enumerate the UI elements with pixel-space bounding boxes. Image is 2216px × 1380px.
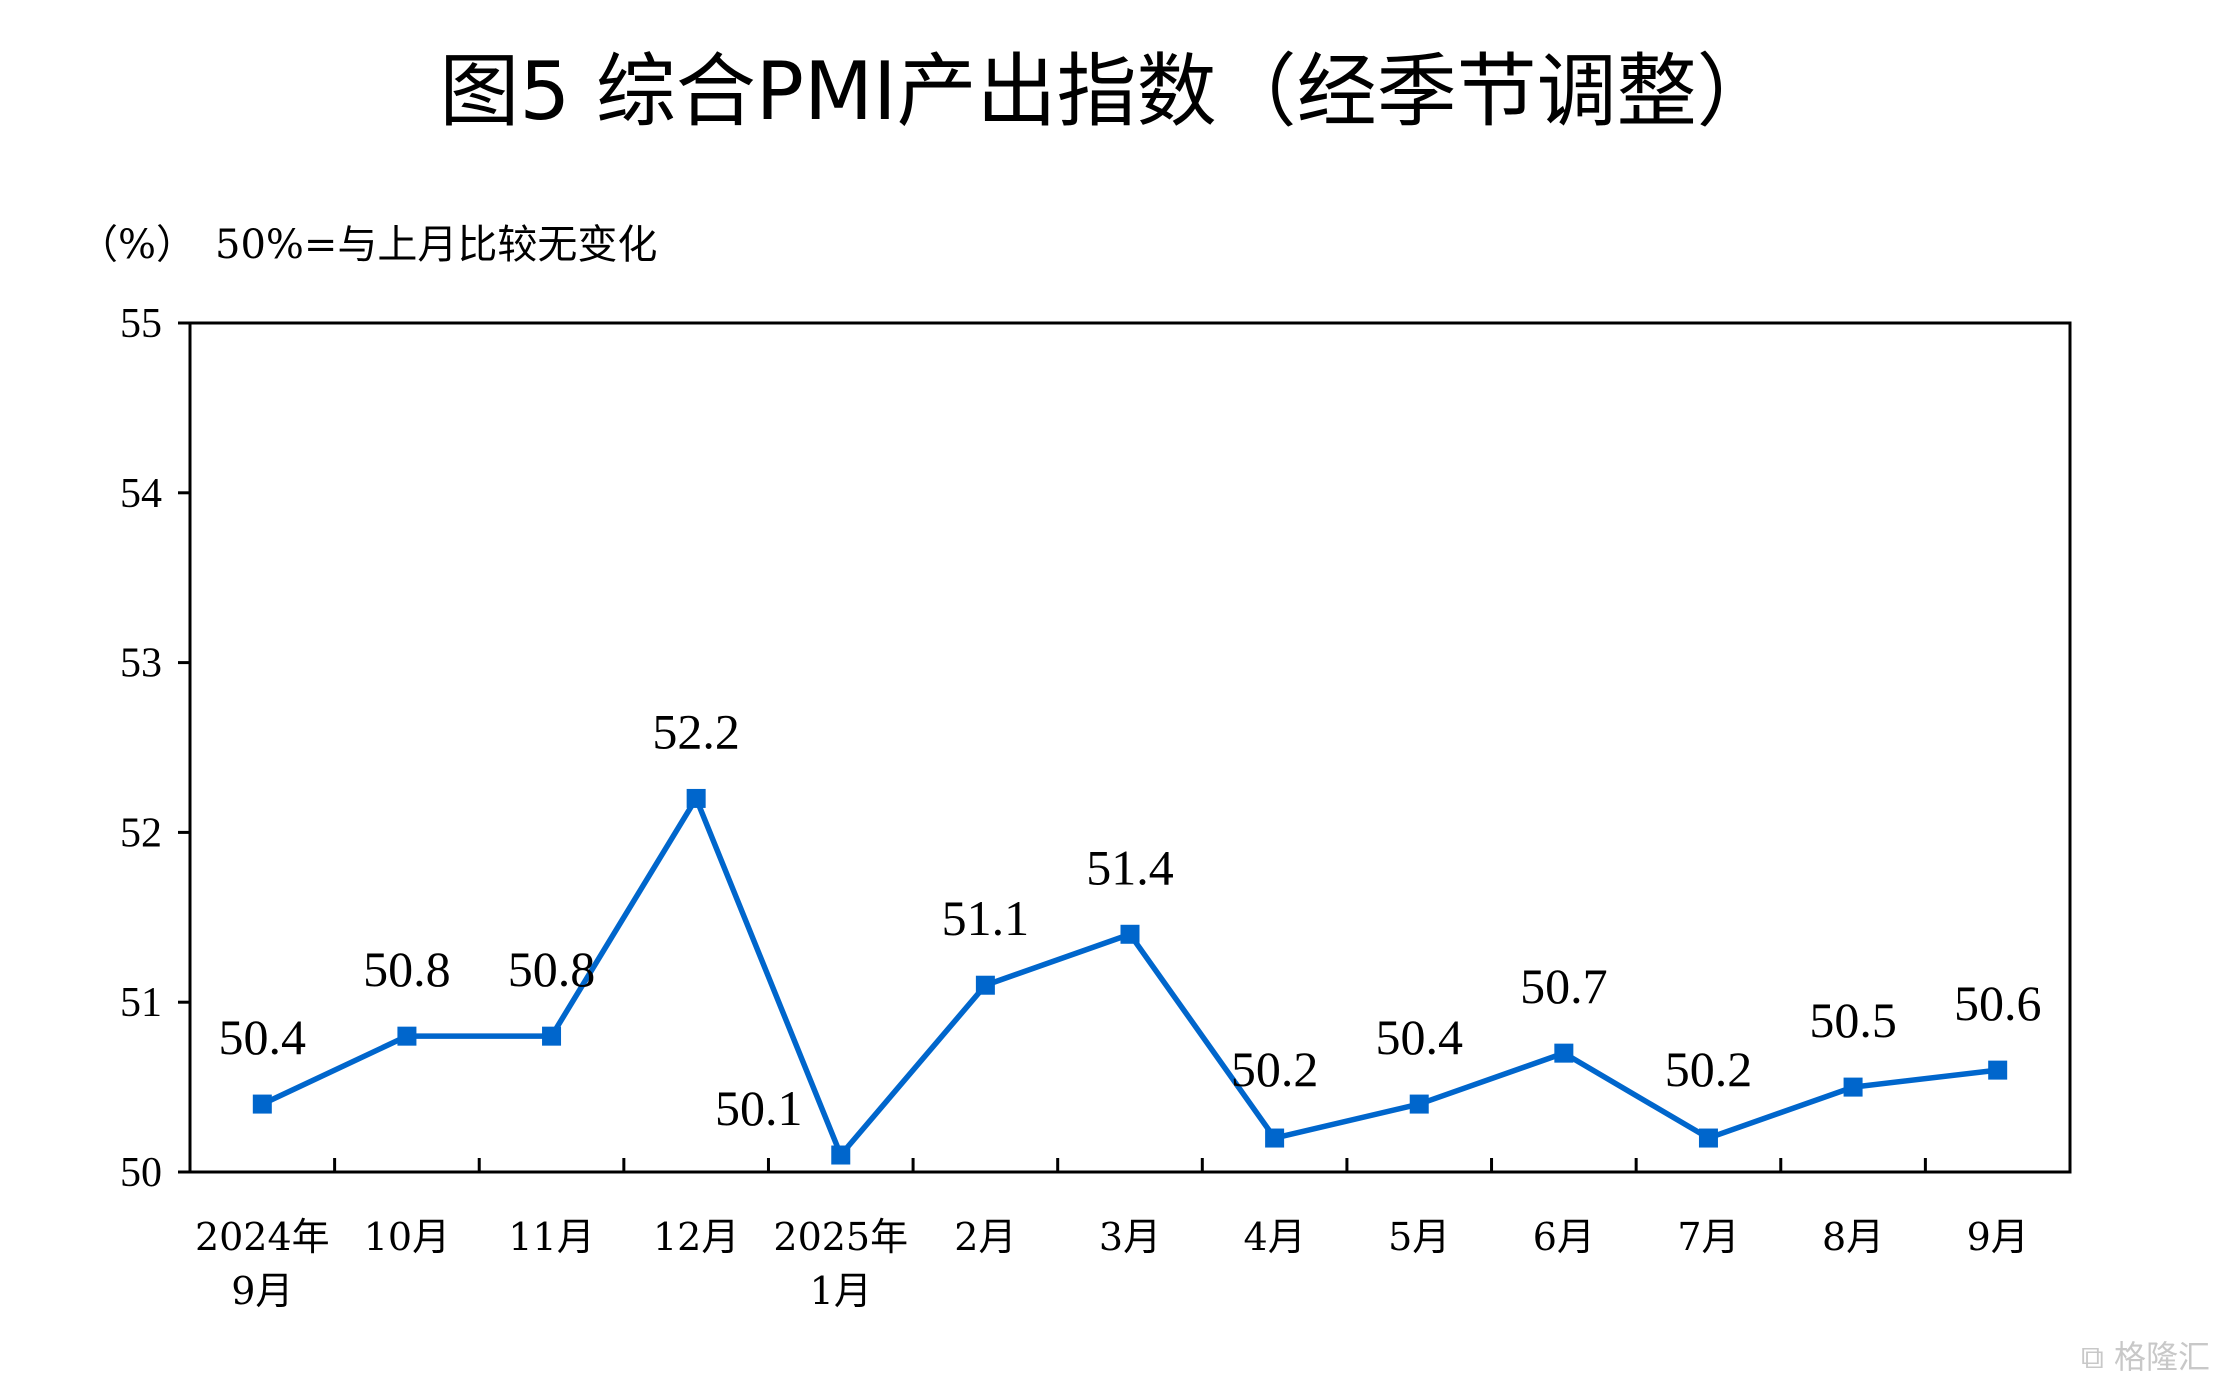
- data-label: 51.1: [942, 890, 1030, 946]
- data-point: [1843, 1077, 1863, 1097]
- data-label: 51.4: [1086, 839, 1174, 895]
- reference-note: 50%=与上月比较无变化: [215, 222, 658, 268]
- data-point: [686, 788, 706, 808]
- data-label: 50.2: [1231, 1041, 1319, 1097]
- x-tick-label: 9月: [1967, 1215, 2029, 1259]
- data-label: 50.4: [1375, 1009, 1463, 1065]
- x-tick-label: 11月: [508, 1215, 594, 1259]
- x-tick-label: 9月: [231, 1269, 293, 1313]
- x-tick-label: 1月: [810, 1269, 872, 1313]
- x-tick-label: 2月: [954, 1215, 1016, 1259]
- plot-frame: [188, 321, 2072, 1174]
- data-label: 50.5: [1809, 992, 1897, 1048]
- y-tick-label: 53: [120, 641, 162, 687]
- x-tick-label: 10月: [364, 1215, 450, 1259]
- y-tick-label: 50: [120, 1150, 162, 1196]
- y-tick-label: 52: [120, 810, 162, 856]
- data-point: [1554, 1043, 1574, 1063]
- data-point: [1988, 1060, 2008, 1080]
- x-tick-label: 5月: [1388, 1215, 1450, 1259]
- data-point: [1698, 1128, 1718, 1148]
- x-tick-label: 12月: [653, 1215, 739, 1259]
- data-label: 50.2: [1665, 1041, 1753, 1097]
- data-point: [831, 1145, 851, 1165]
- data-point: [975, 975, 995, 995]
- data-point: [542, 1026, 562, 1046]
- data-point: [252, 1094, 272, 1114]
- watermark-logo: ⧉ 格隆汇: [2080, 1338, 2210, 1376]
- x-tick-label: 8月: [1822, 1215, 1884, 1259]
- x-tick-label: 4月: [1244, 1215, 1306, 1259]
- x-tick-label: 2024年: [195, 1215, 330, 1259]
- data-point: [1120, 924, 1140, 944]
- x-tick-label: 6月: [1533, 1215, 1595, 1259]
- y-tick-label: 51: [120, 980, 162, 1026]
- x-tick-label: 7月: [1677, 1215, 1739, 1259]
- data-label: 50.1: [715, 1080, 803, 1136]
- data-label: 50.6: [1954, 975, 2042, 1031]
- y-unit-label: （%）: [78, 222, 197, 268]
- data-point: [1409, 1094, 1429, 1114]
- y-tick-label: 54: [120, 471, 162, 517]
- data-label: 50.8: [363, 941, 451, 997]
- data-label: 52.2: [652, 703, 740, 759]
- y-tick-label: 55: [120, 301, 162, 347]
- data-point: [1265, 1128, 1285, 1148]
- data-label: 50.7: [1520, 958, 1608, 1014]
- data-point: [397, 1026, 417, 1046]
- data-label: 50.8: [508, 941, 596, 997]
- data-label: 50.4: [219, 1009, 307, 1065]
- x-tick-label: 3月: [1099, 1215, 1161, 1259]
- chart-title: 图5 综合PMI产出指数（经季节调整）: [439, 45, 1777, 138]
- x-tick-label: 2025年: [773, 1215, 908, 1259]
